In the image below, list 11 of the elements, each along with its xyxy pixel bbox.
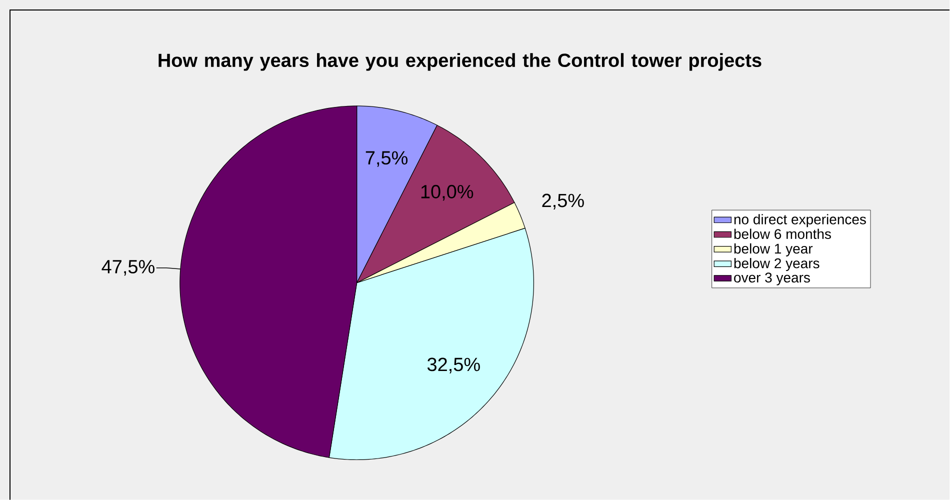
data-label: 7,5% <box>366 151 408 167</box>
legend-label: below 1 year <box>734 243 813 256</box>
data-label: 32,5% <box>427 358 480 374</box>
data-label: 47,5% <box>102 260 154 276</box>
legend-label: no direct experiences <box>734 214 866 228</box>
legend-label: below 6 months <box>734 228 831 239</box>
legend-label: below 2 years <box>734 258 820 271</box>
chart-title: How many years have you experienced the Control tower projects <box>158 53 762 71</box>
data-label: 2,5% <box>542 194 584 210</box>
data-label: 10,0% <box>421 184 474 201</box>
legend-label: over 3 years <box>734 272 810 286</box>
